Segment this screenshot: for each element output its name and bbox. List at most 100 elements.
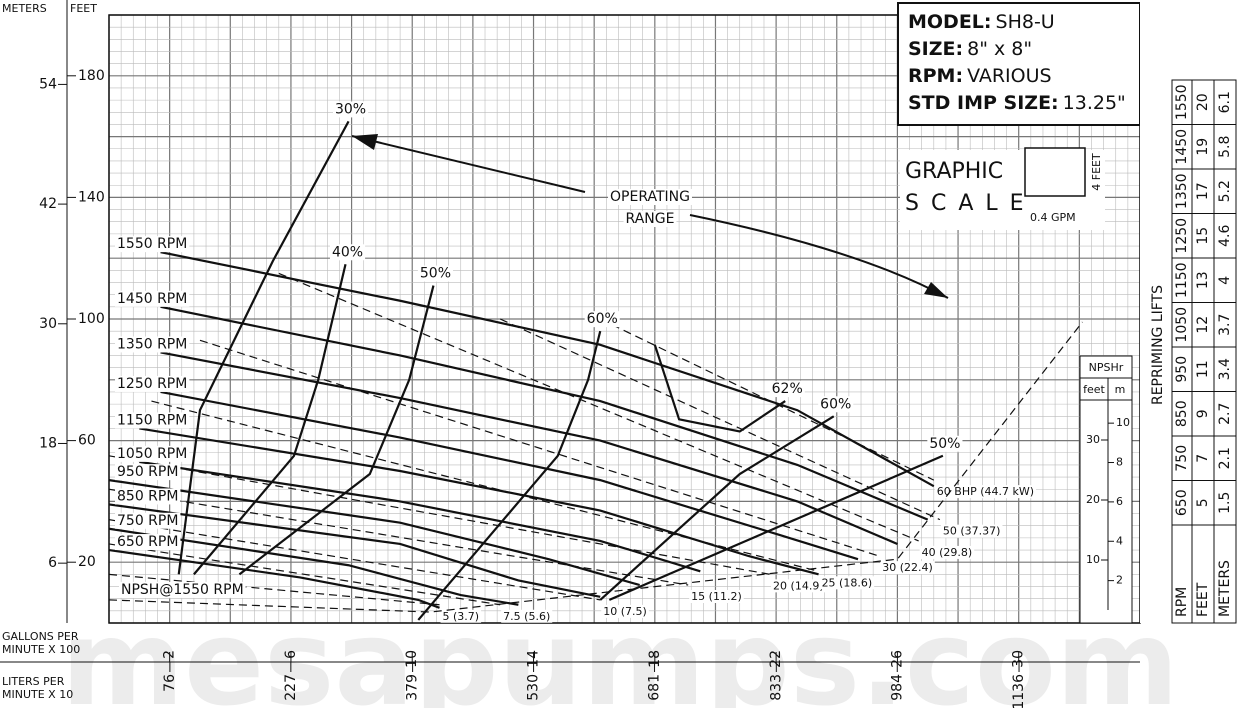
scale-box (1024, 147, 1086, 197)
table-border (1171, 79, 1237, 624)
x-axis-label: MINUTE X 100 (2, 643, 80, 656)
label-background (940, 524, 1003, 538)
y2-tick-label: 6 (48, 555, 57, 571)
speed-label: 1150 RPM (117, 412, 187, 428)
y-tick-label: 100 (78, 311, 105, 327)
power-label: 10 (7.5) (603, 605, 647, 618)
power-label: 5 (3.7) (443, 610, 480, 623)
table-cell: 5.2 (1217, 180, 1233, 202)
x-tick-label: 30 (1011, 650, 1027, 668)
power-curve (108, 455, 771, 575)
speed-curve (139, 427, 819, 576)
label-background (119, 581, 246, 598)
table-cell: 3.7 (1217, 314, 1233, 336)
x-tick-label: 18 (647, 650, 663, 668)
table-cell: 1350 (1174, 173, 1190, 209)
label-background (927, 435, 963, 452)
x2-tick-label: 1136 (1011, 674, 1027, 708)
model-value: VARIOUS (967, 65, 1052, 87)
table-cell: 2.7 (1217, 403, 1233, 425)
table-header: FEET (1195, 582, 1211, 617)
table-cell: 2.1 (1217, 447, 1233, 469)
model-value: 8" x 8" (967, 38, 1032, 60)
model-value: 13.25" (1063, 92, 1126, 114)
range-arrow (351, 135, 586, 193)
y-tick-label: 60 (78, 433, 96, 449)
y2-tick-label: 18 (39, 435, 57, 451)
speed-label: 1550 RPM (117, 236, 187, 252)
table-cell: 13 (1195, 271, 1211, 289)
table-cell: 750 (1174, 445, 1190, 472)
efficiency-label: 50% (929, 436, 960, 452)
npshr-tick-label: 2 (1116, 574, 1123, 587)
label-background (115, 488, 181, 505)
table-cell: 1150 (1174, 262, 1190, 298)
power-label: 40 (29.8) (922, 546, 973, 559)
label-background (501, 609, 553, 623)
table-cell: 17 (1195, 182, 1211, 200)
power-curve (108, 543, 501, 606)
label-background (332, 101, 369, 118)
table-cell: 19 (1195, 138, 1211, 156)
x2-axis-label: LITERS PER (2, 675, 65, 688)
table-cell: 650 (1174, 489, 1190, 516)
npshr-tick-label: 30 (1086, 433, 1100, 446)
table-title: REPRIMING LIFTS (1150, 285, 1166, 405)
table-cell: 4 (1217, 276, 1233, 285)
table-cell: 850 (1174, 400, 1190, 427)
power-label: 50 (37.37) (943, 525, 1001, 538)
x2-tick-label: 833 (768, 674, 784, 701)
label-background (329, 244, 366, 261)
power-curve (108, 573, 440, 606)
power-curve (499, 318, 941, 521)
x2-tick-label: 76 (162, 674, 178, 692)
efficiency-curve (608, 454, 944, 601)
speed-curve (160, 251, 935, 488)
y2-tick-label: 54 (39, 76, 57, 92)
label-background (818, 396, 854, 413)
efficiency-label: 62% (772, 381, 803, 397)
x2-tick-label: 379 (405, 674, 421, 701)
table-cell: 3.4 (1217, 358, 1233, 380)
y-header: FEET (70, 2, 97, 15)
annotation: OPERATING (610, 189, 690, 205)
efficiency-label: 40% (332, 244, 363, 260)
x2-axis-label: MINUTE X 10 (2, 688, 73, 701)
range-arrow (689, 214, 949, 299)
model-value: SH8-U (996, 11, 1055, 33)
power-label: 60 BHP (44.7 kW) (937, 485, 1034, 498)
speed-curve (108, 548, 440, 609)
label-background (115, 336, 190, 353)
x-tick-label: 26 (889, 650, 905, 668)
x2-tick-label: 984 (889, 674, 905, 701)
x-tick-label: 10 (404, 650, 420, 668)
model-line: SIZE: 8" x 8" (908, 38, 1032, 60)
table-cell: 7 (1195, 454, 1211, 463)
y-tick-label: 20 (78, 554, 96, 570)
scale-height: 4 FEET (1090, 153, 1103, 191)
speed-label: 1250 RPM (117, 376, 187, 392)
label-background (115, 290, 190, 307)
table-cell: 5 (1195, 498, 1211, 507)
label-background (601, 604, 649, 618)
efficiency-label: 30% (335, 101, 366, 117)
power-curve (278, 272, 919, 542)
npshr-tick-label: 10 (1116, 416, 1130, 429)
npshr-title: NPSHr (1089, 361, 1124, 374)
table-cell: 15 (1195, 227, 1211, 245)
model-line: RPM: VARIOUS (908, 65, 1052, 87)
table-header: METERS (1217, 560, 1233, 617)
table-cell: 6.1 (1217, 91, 1233, 113)
npshr-tick-label: 6 (1116, 495, 1123, 508)
efficiency-curve (417, 330, 602, 621)
table-cell: 5.8 (1217, 136, 1233, 158)
scale-text: SCALE (905, 191, 1036, 216)
y2-tick-label: 30 (39, 316, 57, 332)
label-background (771, 579, 826, 593)
y-tick-label: 180 (78, 68, 105, 84)
efficiency-curve (599, 415, 835, 601)
power-curve (108, 519, 601, 601)
label-background (115, 375, 190, 392)
label-background (689, 590, 744, 603)
label-background (115, 464, 181, 481)
